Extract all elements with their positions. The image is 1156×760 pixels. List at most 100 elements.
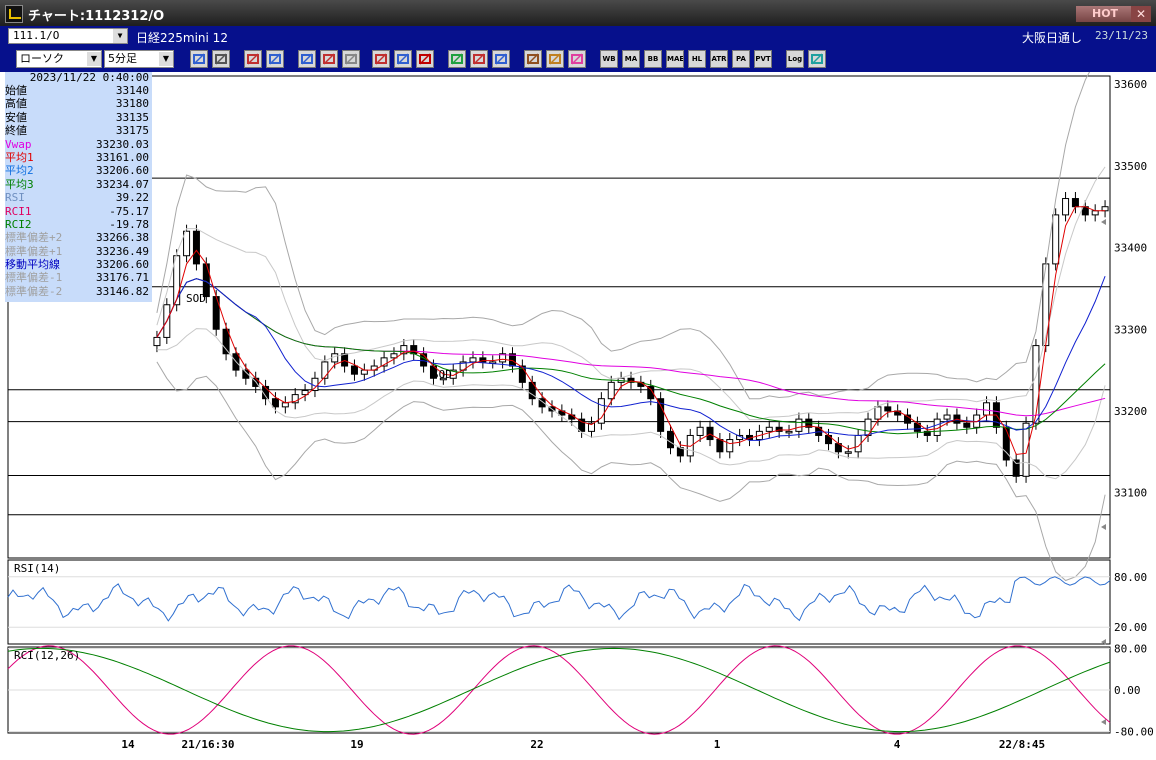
- info-label: 標準偏差-2: [5, 284, 63, 298]
- export-icon[interactable]: [808, 50, 826, 68]
- atr-button[interactable]: ATR: [710, 50, 728, 68]
- compare-icon[interactable]: [298, 50, 316, 68]
- candle-body: [183, 230, 191, 257]
- interval-value: 5分足: [108, 52, 137, 65]
- candle-body: [390, 353, 398, 359]
- info-datetime: 2023/11/22 0:40:00: [29, 71, 149, 84]
- info-value: 33140: [115, 84, 149, 97]
- mae-button[interactable]: MAE: [666, 50, 684, 68]
- candle-body: [874, 406, 882, 420]
- bollinger-upper-2: [156, 72, 1091, 400]
- chart-type-select[interactable]: ローソク ▼: [16, 50, 102, 68]
- candle-body: [538, 398, 546, 408]
- candle-body: [765, 426, 773, 432]
- scroll-marker-icon: [1101, 639, 1106, 645]
- pa-button[interactable]: PA: [732, 50, 750, 68]
- candle-body: [785, 430, 793, 434]
- candle-body: [360, 369, 368, 375]
- wrench-icon[interactable]: [546, 50, 564, 68]
- info-label: RCI2: [5, 217, 32, 231]
- all-icon[interactable]: [416, 50, 434, 68]
- pointer-icon[interactable]: [470, 50, 488, 68]
- info-row: 標準偏差-1 33176.71: [5, 271, 152, 284]
- chart-area[interactable]: 33600 33500 33400 33300 33200 33100 RSI(14) 80.…: [0, 72, 1156, 760]
- log-button[interactable]: Log: [786, 50, 804, 68]
- info-label: 平均2: [5, 164, 34, 178]
- price-chart[interactable]: 33600 33500 33400 33300 33200 33100 RSI(14) 80.…: [0, 72, 1156, 760]
- candle-body: [657, 398, 665, 432]
- draw-icon[interactable]: [448, 50, 466, 68]
- annotate-icon[interactable]: [244, 50, 262, 68]
- candle-body: [716, 439, 724, 453]
- chart-type-value: ローソク: [20, 52, 64, 65]
- info-label: 始値: [5, 84, 27, 97]
- crosshair-icon[interactable]: [212, 50, 230, 68]
- bollinger-lower-1: [156, 328, 1106, 480]
- time-axis-bg: [0, 735, 1156, 760]
- sell-icon[interactable]: [394, 50, 412, 68]
- search-icon[interactable]: [266, 50, 284, 68]
- candle-body: [469, 357, 477, 363]
- candle-body: [795, 418, 803, 432]
- scroll-marker-icon: [1101, 524, 1106, 530]
- candle-body: [518, 365, 526, 383]
- info-value: 33206.60: [96, 164, 149, 178]
- candle-body: [1101, 206, 1109, 212]
- info-label: 高値: [5, 97, 27, 111]
- chart-toolbar: ローソク ▼ 5分足 ▼ WB MA BB MAE HL ATR PA PVT Log: [0, 46, 1156, 72]
- sod-annotation: SOD: [432, 368, 452, 381]
- rsi-plot-frame: [7, 559, 1111, 645]
- candle-body: [923, 430, 931, 436]
- info-row: 安値 33135: [5, 111, 152, 124]
- info-value: 33234.07: [96, 177, 149, 191]
- arrow-icon[interactable]: [492, 50, 510, 68]
- chevron-down-icon[interactable]: ▼: [87, 52, 101, 66]
- candle-body: [904, 414, 912, 424]
- bb-button[interactable]: BB: [644, 50, 662, 68]
- header-date: 23/11/23: [1095, 29, 1148, 42]
- info-row: Vwap 33230.03: [5, 138, 152, 151]
- rsi-axis-label: 20.00: [1114, 621, 1147, 634]
- pvt-button[interactable]: PVT: [754, 50, 772, 68]
- chevron-down-icon[interactable]: ▼: [159, 52, 173, 66]
- line-icon[interactable]: [342, 50, 360, 68]
- stack-icon[interactable]: [320, 50, 338, 68]
- app-chart-icon: [5, 5, 23, 23]
- info-value: 33266.38: [96, 231, 149, 245]
- candle-body: [341, 353, 349, 367]
- time-axis-label: 21/16:30: [182, 738, 235, 751]
- tools-icon[interactable]: [524, 50, 542, 68]
- time-axis-label: 22/8:45: [999, 738, 1045, 751]
- price-axis-label: 33200: [1114, 405, 1147, 418]
- close-button[interactable]: ✕: [1131, 6, 1151, 22]
- candle-body: [321, 361, 329, 379]
- candle-body: [499, 353, 507, 363]
- candle-body: [350, 365, 358, 375]
- symbol-code-select[interactable]: 111.1/O ▼: [8, 28, 128, 44]
- candle-body: [963, 422, 971, 428]
- info-row: 標準偏差+2 33266.38: [5, 231, 152, 244]
- hot-button[interactable]: HOT: [1076, 6, 1132, 22]
- candle-body: [1052, 214, 1060, 265]
- candle-body: [222, 328, 230, 355]
- wb-button[interactable]: WB: [600, 50, 618, 68]
- scroll-marker-icon: [1101, 219, 1106, 225]
- palette-icon[interactable]: [568, 50, 586, 68]
- info-value: 33180: [115, 97, 149, 111]
- scroll-marker-icon: [1101, 719, 1106, 725]
- candle-body: [647, 385, 655, 400]
- hl-button[interactable]: HL: [688, 50, 706, 68]
- candle-body: [1032, 345, 1040, 424]
- ma-button[interactable]: MA: [622, 50, 640, 68]
- info-label: RCI1: [5, 204, 32, 218]
- rsi-line: [7, 576, 1111, 622]
- chevron-down-icon[interactable]: ▼: [113, 29, 127, 43]
- info-label: 平均1: [5, 150, 34, 164]
- time-axis-label: 14: [121, 738, 135, 751]
- zoom-icon[interactable]: [190, 50, 208, 68]
- candle-body: [587, 422, 595, 432]
- buy-icon[interactable]: [372, 50, 390, 68]
- info-label: Vwap: [5, 137, 32, 151]
- interval-select[interactable]: 5分足 ▼: [104, 50, 174, 68]
- info-value: 33230.03: [96, 137, 149, 151]
